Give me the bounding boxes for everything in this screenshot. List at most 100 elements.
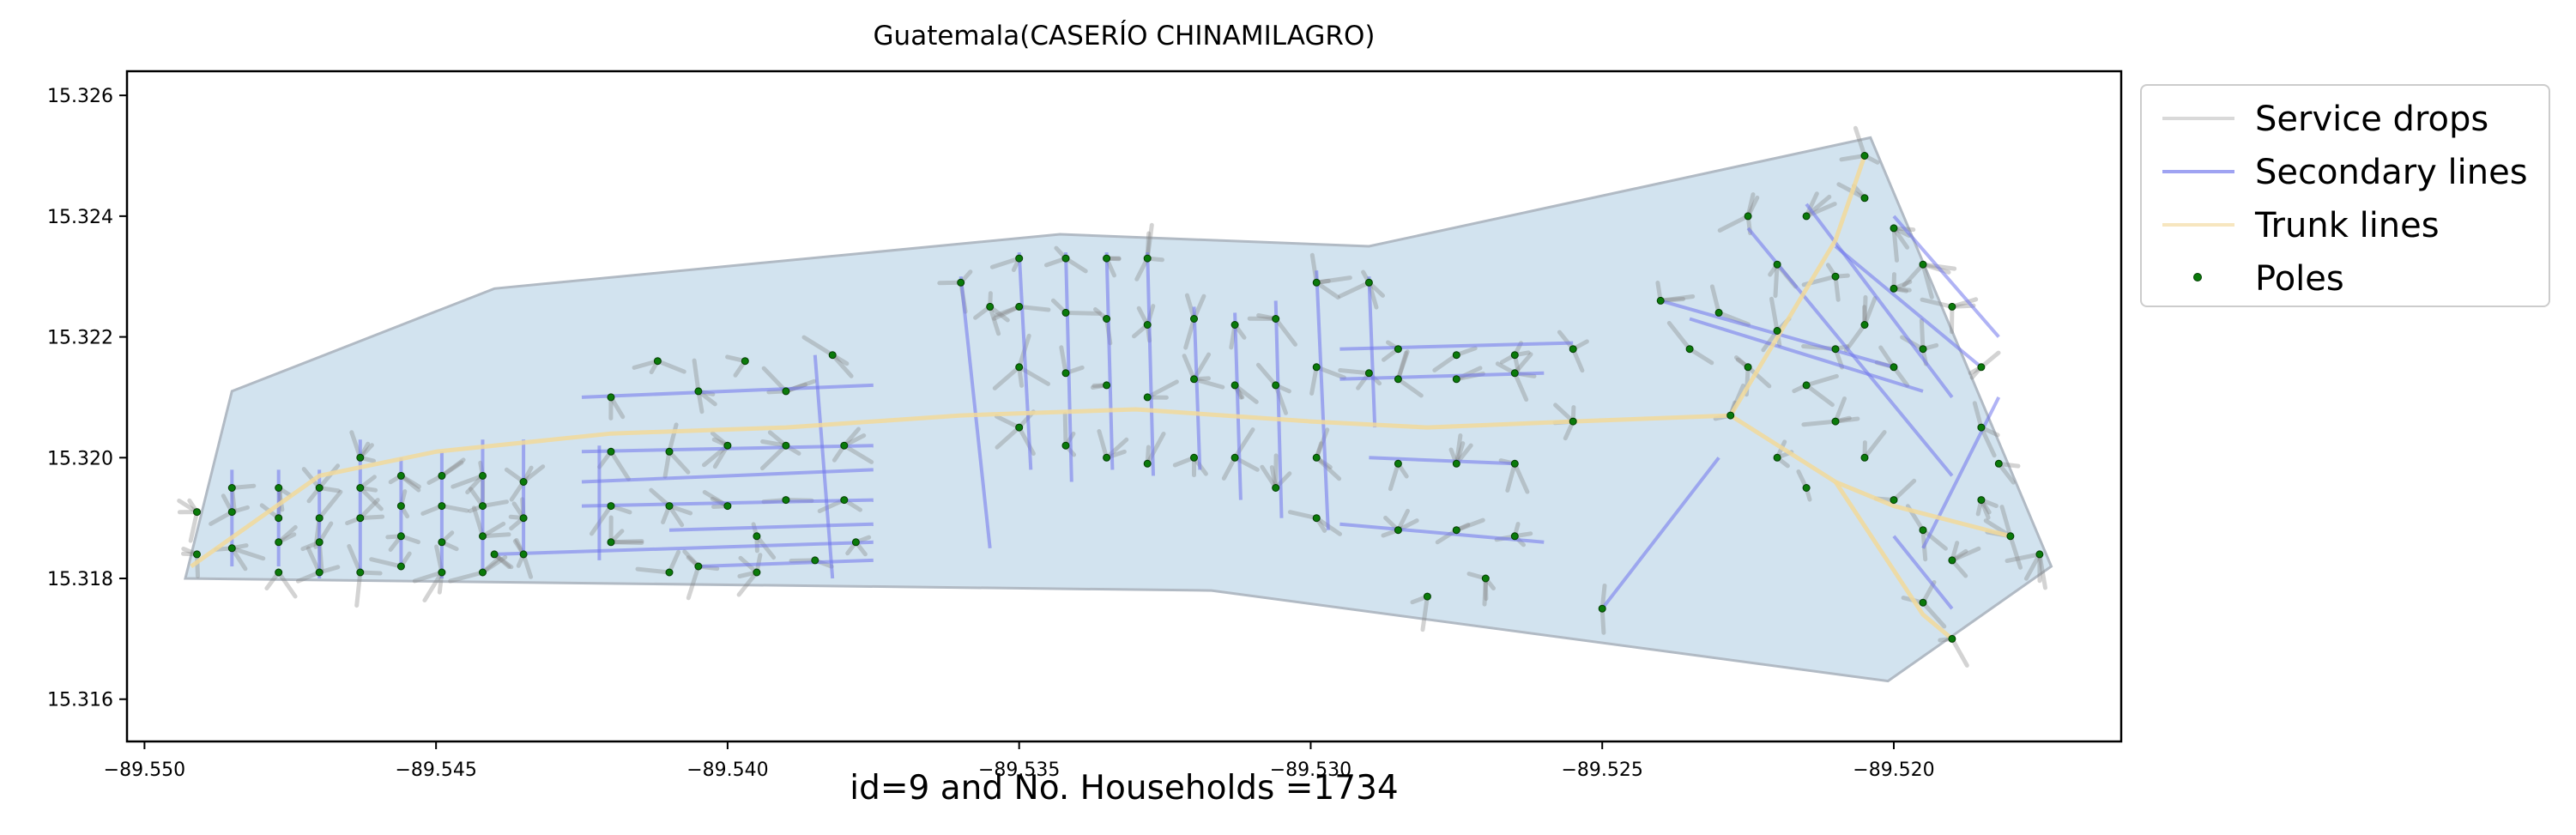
pole-point (607, 393, 615, 402)
pole-point (1452, 526, 1460, 535)
pole-point (1015, 363, 1024, 372)
service-drop-line (1221, 455, 1237, 481)
service-drop-line (481, 532, 511, 539)
pole-point (1015, 423, 1024, 432)
pole-point (1948, 302, 1956, 311)
pole-point (851, 538, 860, 547)
pole-point (1231, 321, 1239, 329)
service-drop-line (1804, 383, 1835, 408)
pole-point (1143, 321, 1152, 329)
service-drop-line (481, 499, 509, 509)
service-drop-line (1260, 464, 1279, 490)
service-drop-line (1902, 262, 1926, 287)
service-drop-line (1017, 304, 1051, 312)
pole-point (438, 538, 446, 547)
service-drop-line (1287, 510, 1319, 521)
service-drop-line (1920, 297, 1955, 309)
service-drop-line (481, 521, 506, 539)
secondary-line (668, 522, 874, 532)
pole-point (1190, 315, 1198, 323)
pole-point (1726, 411, 1735, 420)
pole-point (396, 562, 405, 571)
x-tick-label: −89.530 (1270, 759, 1351, 781)
y-tick-label: 15.322 (47, 328, 113, 349)
secondary-line (1892, 215, 2000, 338)
legend-item-poles: Poles (2142, 252, 2549, 304)
service-drop-line (1999, 505, 2013, 539)
legend-swatch-service-drops (2162, 117, 2234, 120)
pole-point (1773, 327, 1781, 335)
service-drop-line (608, 540, 644, 545)
service-drop-line (1309, 365, 1319, 396)
pole-point (1103, 315, 1111, 323)
service-drop-line (521, 464, 546, 484)
service-drop-line (1979, 425, 1997, 458)
service-drop-line (1183, 316, 1197, 350)
pole-point (1394, 526, 1402, 535)
service-drop-line (1920, 528, 1948, 551)
pole-point (957, 278, 965, 287)
service-drop-line (736, 570, 759, 597)
pole-point (1773, 260, 1781, 269)
pole-point (227, 484, 236, 492)
service-drop-line (992, 304, 1022, 321)
service-drop-line (1717, 214, 1751, 233)
pole-point (1452, 375, 1460, 384)
service-drop-line (448, 570, 486, 584)
service-drop-line (692, 358, 701, 394)
x-tick-label: −89.540 (686, 759, 768, 781)
service-drop-line (632, 359, 660, 370)
pole-point (1890, 284, 1898, 293)
service-drop-line (686, 564, 701, 601)
pole-point (1860, 152, 1869, 160)
service-drop-line (354, 570, 363, 608)
pole-point (1994, 459, 2003, 468)
service-drop-line (1097, 429, 1110, 460)
pole-point (741, 357, 749, 366)
pole-point (607, 502, 615, 511)
x-tick-label: −89.525 (1562, 759, 1643, 781)
service-drop-line (412, 570, 444, 584)
service-drop-line (1919, 318, 1926, 352)
pole-point (1831, 345, 1840, 354)
plot-frame (125, 70, 2123, 743)
service-drop-line (301, 467, 322, 490)
legend-label-trunk-lines: Trunk lines (2255, 206, 2440, 245)
service-drop-line (1658, 294, 1696, 303)
pole-point (1015, 254, 1024, 263)
service-drop-line (1255, 362, 1279, 388)
trunk-line (1728, 154, 1867, 417)
pole-point (1312, 453, 1321, 462)
pole-point (665, 502, 674, 511)
pole-point (1272, 381, 1280, 390)
pole-point (1977, 363, 1986, 372)
pole-point (1831, 272, 1840, 281)
pole-point (1231, 453, 1239, 462)
pole-point (1103, 381, 1111, 390)
service-drop-line (1833, 274, 1841, 302)
pole-point (1744, 363, 1752, 372)
pole-point (519, 550, 528, 559)
pole-point (782, 441, 790, 450)
pole-point (1773, 453, 1781, 462)
pole-point (723, 502, 732, 511)
pole-point (438, 502, 446, 511)
service-drop-line (1273, 316, 1297, 347)
pole-point (1272, 484, 1280, 492)
pole-point (1890, 224, 1898, 233)
legend-marker-poles (2193, 273, 2202, 281)
pole-point (1919, 598, 1927, 607)
service-drop-line (347, 544, 363, 575)
service-drop-line (1862, 296, 1878, 328)
pole-point (1312, 514, 1321, 523)
service-drop-line (229, 546, 266, 561)
pole-point (1510, 532, 1519, 541)
pole-point (1190, 375, 1198, 384)
pole-point (1598, 604, 1606, 613)
pole-point (1860, 321, 1869, 329)
service-drop-line (1920, 600, 1947, 629)
pole-point (694, 387, 703, 396)
pole-point (1656, 296, 1665, 305)
service-drop-line (1338, 280, 1371, 299)
